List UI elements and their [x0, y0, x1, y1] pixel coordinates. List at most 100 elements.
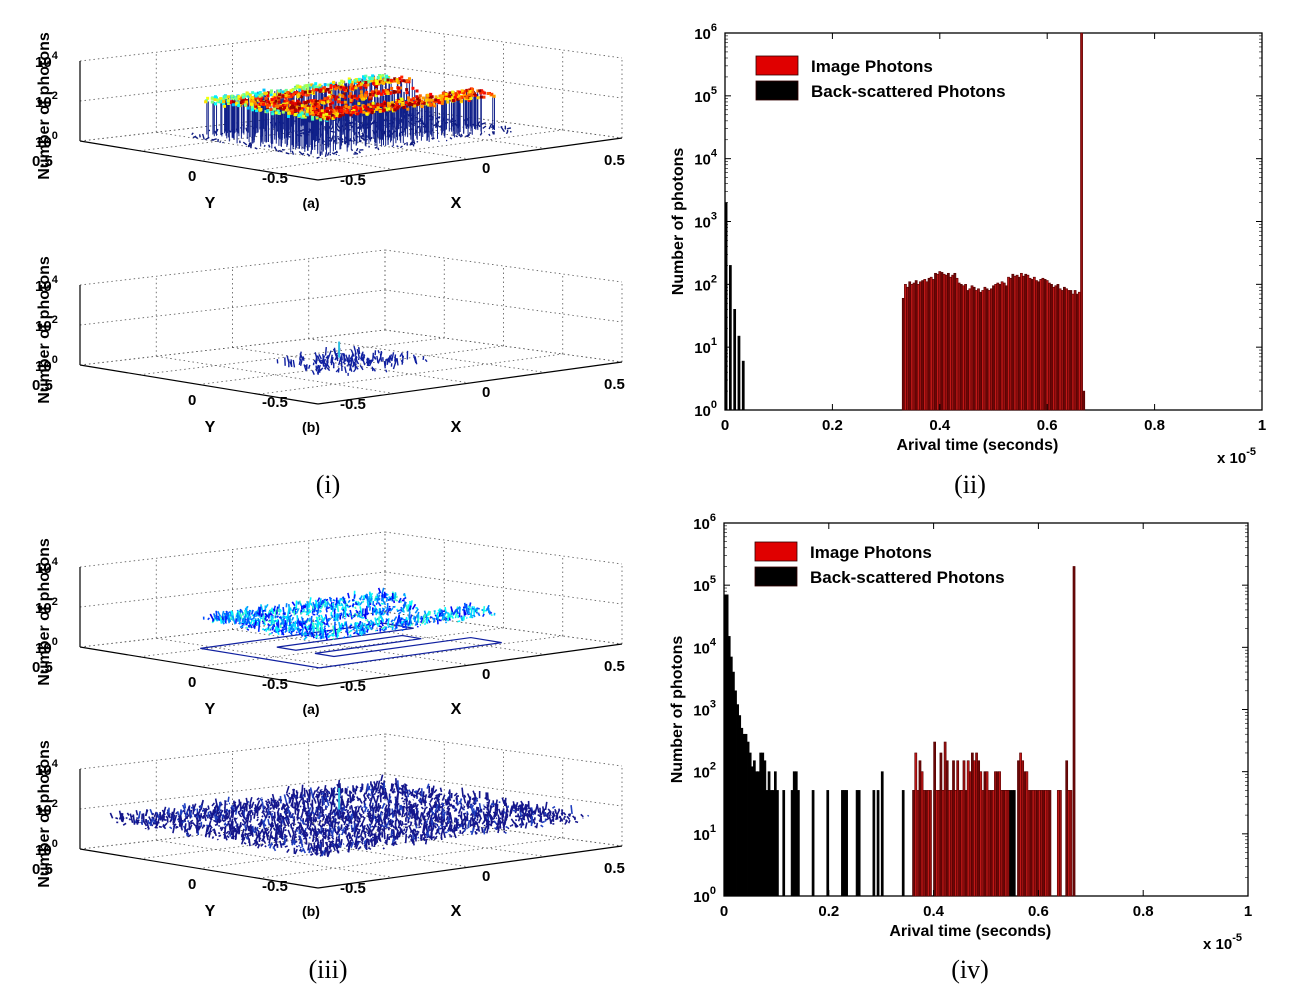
- z-tick-label: 100: [35, 636, 58, 657]
- surface-patch: [402, 105, 406, 109]
- x-tick-label: -0.5: [340, 396, 366, 413]
- surface-patch: [272, 104, 276, 108]
- surface-stroke: [477, 123, 481, 128]
- surface-stroke: [488, 133, 491, 137]
- surface-stroke: [324, 365, 327, 370]
- surface-patch: [242, 97, 246, 101]
- surface-patch: [468, 90, 472, 94]
- surface-patch: [311, 105, 315, 109]
- surface-patch: [368, 110, 372, 114]
- surface-patch: [349, 98, 353, 102]
- surface-stroke: [306, 610, 311, 616]
- surface-stroke: [339, 597, 342, 601]
- surface-patch: [333, 115, 337, 119]
- surface-stroke: [363, 839, 367, 845]
- surface-stroke: [373, 608, 378, 613]
- surface-patch: [292, 93, 296, 97]
- surface-stroke: [303, 636, 308, 641]
- surface-stroke: [386, 607, 391, 615]
- surface-stroke: [331, 614, 334, 619]
- z-axis-label: Number of photons: [36, 32, 53, 180]
- surface-patch: [378, 77, 382, 81]
- surface-stroke: [355, 147, 359, 152]
- surface-stroke: [410, 122, 416, 127]
- surface-stroke: [349, 634, 352, 637]
- surface-stroke: [349, 836, 354, 842]
- surface-stroke: [294, 120, 297, 123]
- surface-patch: [341, 94, 345, 98]
- surface-patch: [306, 106, 310, 110]
- surface-stroke: [257, 621, 261, 632]
- surface-stroke: [563, 815, 567, 818]
- surface-stroke: [256, 808, 259, 817]
- surface-patch: [260, 101, 264, 105]
- surface-stroke: [368, 600, 371, 604]
- surface-patch: [315, 116, 319, 120]
- surface-stroke: [358, 610, 361, 615]
- surface-patch: [219, 97, 223, 101]
- surface-stroke: [217, 610, 222, 617]
- surface-stroke: [332, 845, 336, 852]
- surface-stroke: [271, 618, 276, 625]
- surface-stroke: [326, 629, 329, 632]
- surface-patch: [454, 93, 458, 97]
- surface-stroke: [358, 805, 362, 809]
- surface-patch: [407, 80, 411, 84]
- surface-patch: [397, 86, 401, 90]
- surface-stroke: [344, 137, 348, 140]
- surface-stroke: [402, 596, 407, 601]
- surface-patch: [289, 111, 293, 115]
- surface-stroke: [399, 352, 403, 358]
- surface-patch: [283, 106, 287, 110]
- surface-stroke: [137, 811, 141, 820]
- surface-patch: [266, 100, 270, 104]
- surface-stroke: [314, 622, 317, 625]
- surface-stroke: [314, 634, 319, 639]
- surface-stroke: [341, 798, 346, 808]
- surface-patch: [451, 90, 455, 94]
- gridline: [258, 837, 563, 879]
- surface-stroke: [472, 797, 476, 806]
- surface-stroke: [297, 844, 301, 847]
- surface-patch: [369, 102, 373, 106]
- surface-stroke: [432, 811, 436, 817]
- surface-stroke: [191, 132, 194, 136]
- surface-patch: [337, 105, 341, 109]
- surface-stroke: [363, 792, 366, 796]
- surface-stroke: [413, 615, 416, 618]
- surface-stroke: [319, 359, 322, 364]
- z-tick-label: 104: [35, 50, 59, 71]
- surface-patch: [407, 98, 411, 102]
- surface-patch: [364, 74, 368, 78]
- surface-stroke: [486, 824, 490, 834]
- surface-patch: [326, 117, 330, 121]
- surface-stroke: [399, 145, 403, 149]
- surface-stroke: [306, 133, 309, 137]
- surface-stroke: [273, 804, 276, 809]
- surface-stroke: [266, 828, 270, 832]
- surface-stroke: [415, 789, 420, 797]
- subplot-label: (a): [302, 195, 319, 211]
- surface-stroke: [293, 839, 296, 845]
- surface-stroke: [548, 811, 552, 817]
- surface-stroke: [276, 629, 280, 636]
- surface-stroke: [301, 784, 304, 796]
- surface-stroke: [372, 352, 375, 362]
- surface-stroke: [337, 821, 341, 826]
- surface-stroke: [286, 615, 290, 621]
- surface-stroke: [446, 820, 449, 826]
- surface-stroke: [351, 834, 354, 837]
- surface-stroke: [381, 612, 386, 616]
- x-axis-line: [317, 137, 623, 181]
- surface-patch: [268, 103, 272, 107]
- surface-patch: [268, 101, 272, 105]
- surface-patch: [364, 94, 368, 98]
- surface-stroke: [339, 604, 342, 607]
- surface-stroke: [428, 807, 431, 816]
- surface-stroke: [391, 352, 395, 360]
- surface-stroke: [441, 122, 443, 125]
- surface-stroke: [289, 361, 293, 368]
- surface-stroke: [365, 358, 370, 364]
- surface-stroke: [361, 608, 364, 617]
- surface-stroke: [347, 630, 351, 634]
